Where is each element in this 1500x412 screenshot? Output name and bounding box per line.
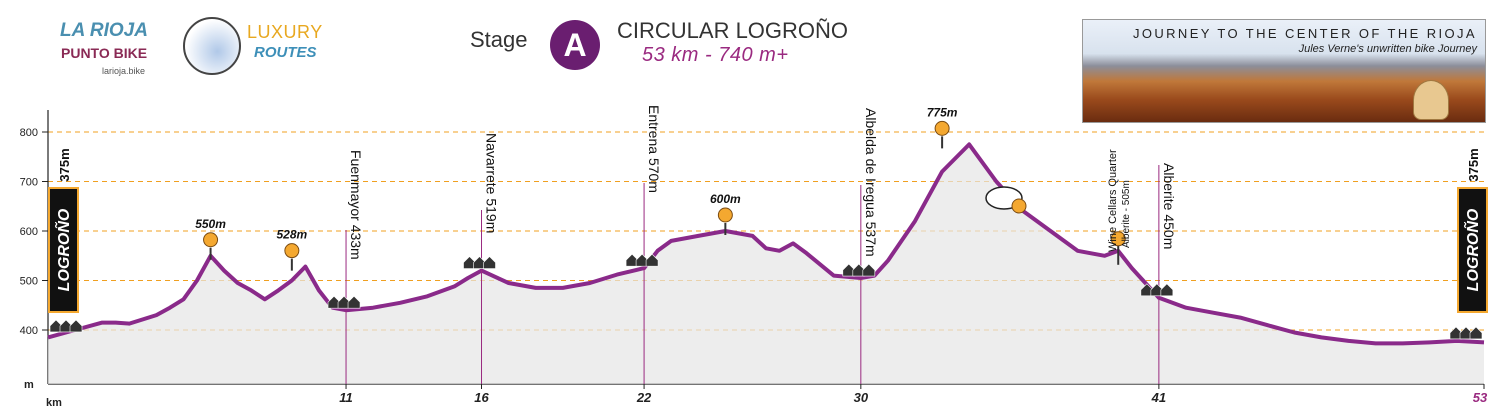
x-tick-label-30: 30	[854, 390, 869, 405]
town-label-4: Alberite 450m	[1161, 163, 1177, 249]
town-elevation-4: 450m	[1161, 214, 1177, 249]
y-axis-label: m	[24, 379, 34, 391]
marker-label-3: 775m	[927, 105, 958, 119]
x-tick-label-16: 16	[474, 390, 489, 405]
x-tick-label-41: 41	[1151, 390, 1166, 405]
marker-pin-icon-3	[934, 120, 950, 136]
stage-badge: A	[550, 20, 600, 70]
endpoint-name-1: LOGROÑO	[1462, 208, 1482, 291]
x-axis-label: km	[46, 397, 62, 409]
y-tick-label-800: 800	[20, 127, 38, 139]
banner-subtitle: Jules Verne's unwritten bike Journey	[1298, 43, 1477, 55]
town-name-4: Alberite	[1161, 163, 1177, 214]
x-tick-label-22: 22	[636, 390, 652, 405]
marker-pin-icon-0	[203, 232, 219, 248]
town-elevation-1: 519m	[484, 198, 500, 233]
y-tick-label-400: 400	[20, 325, 38, 337]
stone-hut-icon	[1413, 80, 1449, 120]
poi-line2: Alberite - 505m	[1121, 180, 1132, 248]
town-label-3: Albelda de Iregua 537m	[863, 108, 879, 257]
town-elevation-0: 433m	[348, 225, 364, 260]
endpoint-village-icon-0	[49, 319, 83, 333]
marker-label-0: 550m	[195, 217, 226, 231]
profile-area	[48, 144, 1484, 384]
brand-website: larioja.bike	[102, 66, 146, 76]
endpoint-village-icon-1	[1449, 326, 1483, 340]
poi-line1: Wine Cellars Quarter	[1107, 149, 1119, 252]
village-icon-2	[625, 253, 659, 267]
y-tick-label-500: 500	[20, 276, 38, 288]
sun-icon	[1011, 198, 1027, 214]
partner-name-bottom: ROUTES	[254, 44, 317, 61]
village-icon-3	[842, 263, 876, 277]
poi-pin-icon	[1110, 231, 1126, 247]
partner-name-top: LUXURY	[247, 22, 323, 42]
town-name-0: Fuenmayor	[348, 150, 364, 225]
x-tick-label-53: 53	[1473, 390, 1488, 405]
town-elevation-2: 570m	[646, 158, 662, 193]
banner-title: JOURNEY TO THE CENTER OF THE RIOJA	[1132, 26, 1477, 41]
y-tick-label-700: 700	[20, 177, 38, 189]
marker-label-2: 600m	[710, 192, 741, 206]
journey-banner: JOURNEY TO THE CENTER OF THE RIOJA Jules…	[1082, 19, 1486, 123]
stage-word: Stage	[470, 27, 528, 52]
x-tick-label-11: 11	[339, 390, 353, 405]
marker-pin-icon-2	[717, 207, 733, 223]
route-title: CIRCULAR LOGROÑO	[617, 18, 849, 43]
town-name-2: Entrena	[646, 105, 662, 158]
village-icon-0	[327, 295, 361, 309]
endpoint-elevation-1: 375m	[1466, 148, 1481, 181]
profile-line	[47, 142, 1485, 346]
brand-logo-icon	[183, 17, 241, 75]
town-label-0: Fuenmayor 433m	[348, 150, 364, 260]
endpoint-box-0	[48, 187, 79, 313]
village-icon-4	[1140, 283, 1174, 297]
endpoint-elevation-0: 375m	[57, 148, 72, 181]
y-tick-label-600: 600	[20, 226, 38, 238]
brand-name-top: LA RIOJA	[60, 20, 148, 41]
town-label-1: Navarrete 519m	[484, 133, 500, 233]
town-name-1: Navarrete	[484, 133, 500, 198]
route-summary: 53 km - 740 m+	[642, 44, 789, 66]
brand-name-bottom: PUNTO BIKE	[61, 45, 148, 61]
marker-pin-icon-1	[284, 243, 300, 259]
endpoint-name-0: LOGROÑO	[53, 208, 73, 291]
town-name-3: Albelda de Iregua	[863, 108, 879, 222]
village-icon-1	[463, 256, 496, 269]
town-elevation-3: 537m	[863, 222, 879, 257]
endpoint-box-1	[1457, 187, 1488, 313]
town-label-2: Entrena 570m	[646, 105, 662, 193]
marker-label-1: 528m	[276, 228, 307, 242]
